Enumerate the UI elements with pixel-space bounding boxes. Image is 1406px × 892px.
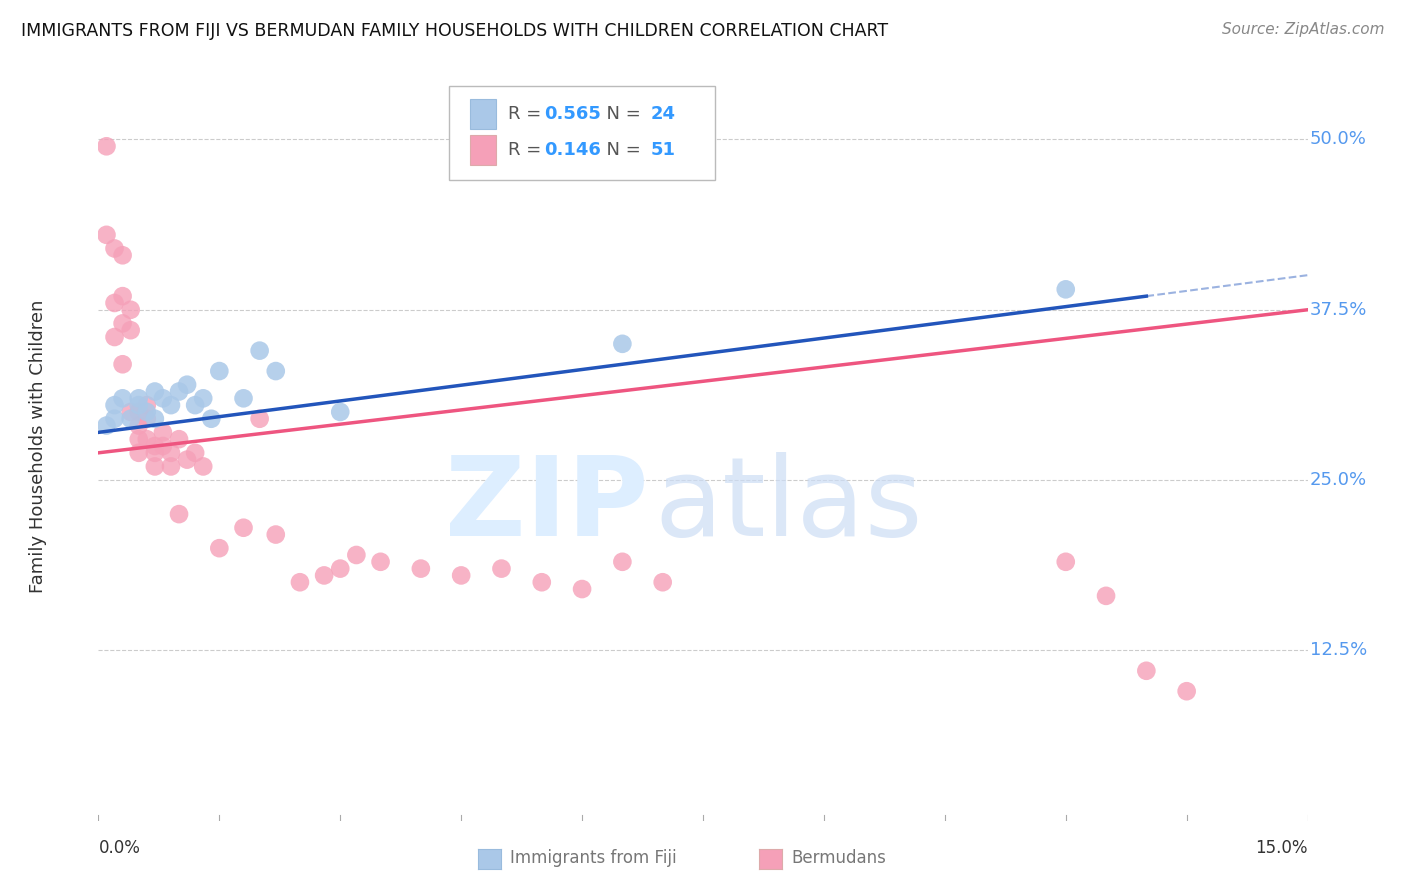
Point [612, 555, 634, 569]
Point [249, 343, 271, 358]
Text: Immigrants from Fiji: Immigrants from Fiji [510, 849, 678, 867]
Point [651, 575, 673, 590]
Point [160, 459, 183, 474]
Point [152, 425, 174, 440]
Text: R =: R = [509, 105, 547, 123]
Point [152, 392, 174, 406]
Point [135, 432, 157, 446]
Point [344, 548, 367, 562]
Point [1135, 664, 1157, 678]
Text: N =: N = [595, 105, 647, 123]
Point [208, 364, 231, 378]
Point [111, 392, 134, 406]
Point [128, 398, 150, 412]
Point [491, 561, 513, 575]
Point [329, 405, 352, 419]
Point [160, 446, 183, 460]
Point [264, 364, 287, 378]
Point [184, 398, 207, 412]
Text: 12.5%: 12.5% [1310, 641, 1367, 659]
Text: 15.0%: 15.0% [1256, 839, 1308, 857]
Text: Bermudans: Bermudans [792, 849, 886, 867]
Point [288, 575, 311, 590]
Text: 0.0%: 0.0% [98, 839, 141, 857]
Point [96, 227, 118, 242]
Point [111, 357, 134, 371]
Point [450, 568, 472, 582]
FancyBboxPatch shape [470, 135, 496, 165]
FancyBboxPatch shape [470, 99, 496, 129]
Point [143, 446, 166, 460]
Point [152, 439, 174, 453]
Point [128, 446, 150, 460]
Point [612, 336, 634, 351]
Point [103, 411, 125, 425]
Point [120, 411, 142, 425]
Point [249, 411, 271, 425]
Point [96, 139, 118, 153]
Point [530, 575, 553, 590]
Text: Family Households with Children: Family Households with Children [30, 300, 46, 592]
Point [232, 521, 254, 535]
Point [232, 392, 254, 406]
Point [1054, 282, 1077, 296]
Text: N =: N = [595, 141, 647, 159]
Point [111, 248, 134, 262]
Text: ZIP: ZIP [446, 452, 648, 559]
Point [103, 398, 125, 412]
Point [208, 541, 231, 556]
Point [111, 317, 134, 331]
Point [176, 452, 198, 467]
Point [167, 384, 190, 399]
Point [571, 582, 593, 596]
Point [314, 568, 336, 582]
Point [96, 418, 118, 433]
Point [111, 289, 134, 303]
Point [193, 392, 215, 406]
Text: 50.0%: 50.0% [1310, 130, 1367, 148]
FancyBboxPatch shape [449, 87, 716, 180]
Point [193, 459, 215, 474]
Point [200, 411, 222, 425]
Point [103, 330, 125, 344]
Point [128, 432, 150, 446]
Point [120, 405, 142, 419]
Point [167, 507, 190, 521]
Point [1175, 684, 1198, 698]
Point [128, 418, 150, 433]
Point [1054, 555, 1077, 569]
Point [135, 405, 157, 419]
Point [143, 384, 166, 399]
Text: 25.0%: 25.0% [1310, 471, 1367, 489]
Text: Source: ZipAtlas.com: Source: ZipAtlas.com [1222, 22, 1385, 37]
Point [120, 323, 142, 337]
Text: 51: 51 [651, 141, 676, 159]
Text: 24: 24 [651, 105, 676, 123]
Point [103, 242, 125, 256]
Point [176, 377, 198, 392]
Point [103, 296, 125, 310]
Point [184, 446, 207, 460]
Point [370, 555, 392, 569]
Text: IMMIGRANTS FROM FIJI VS BERMUDAN FAMILY HOUSEHOLDS WITH CHILDREN CORRELATION CHA: IMMIGRANTS FROM FIJI VS BERMUDAN FAMILY … [21, 22, 889, 40]
Point [264, 527, 287, 541]
Point [128, 405, 150, 419]
Point [135, 411, 157, 425]
Point [1095, 589, 1118, 603]
Point [143, 411, 166, 425]
Point [128, 392, 150, 406]
Text: 0.146: 0.146 [544, 141, 602, 159]
Text: R =: R = [509, 141, 547, 159]
Point [143, 459, 166, 474]
Point [167, 432, 190, 446]
Point [329, 561, 352, 575]
Text: atlas: atlas [655, 452, 924, 559]
Point [409, 561, 432, 575]
Text: 0.565: 0.565 [544, 105, 602, 123]
Point [160, 398, 183, 412]
Text: 37.5%: 37.5% [1310, 301, 1368, 318]
Point [120, 302, 142, 317]
Point [135, 398, 157, 412]
Point [143, 439, 166, 453]
